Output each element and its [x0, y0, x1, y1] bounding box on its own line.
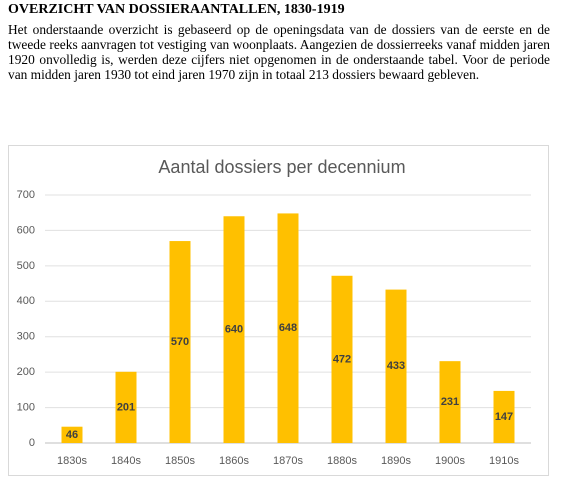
y-tick-label: 600 — [17, 224, 35, 236]
bar — [493, 390, 515, 443]
bar — [223, 216, 245, 443]
doc-paragraph: Het onderstaande overzicht is gebaseerd … — [8, 22, 550, 82]
bar — [385, 289, 407, 443]
bar — [115, 371, 137, 443]
bar — [439, 361, 461, 443]
x-tick-label: 1910s — [489, 455, 519, 467]
value-label: 147 — [495, 411, 513, 423]
bar — [277, 213, 299, 443]
x-tick-label: 1900s — [435, 455, 465, 467]
y-tick-label: 0 — [29, 437, 35, 449]
value-label: 46 — [66, 429, 78, 441]
bar — [169, 241, 191, 443]
bar — [331, 275, 353, 443]
x-tick-label: 1860s — [219, 455, 249, 467]
x-tick-label: 1850s — [165, 455, 195, 467]
value-label: 231 — [441, 396, 459, 408]
document: OVERZICHT VAN DOSSIERAANTALLEN, 1830-191… — [8, 2, 550, 82]
y-tick-label: 400 — [17, 295, 35, 307]
bar — [61, 426, 83, 443]
x-tick-label: 1840s — [111, 455, 141, 467]
y-tick-label: 500 — [17, 260, 35, 272]
y-tick-label: 300 — [17, 331, 35, 343]
doc-title: OVERZICHT VAN DOSSIERAANTALLEN, 1830-191… — [8, 2, 345, 17]
y-tick-label: 200 — [17, 366, 35, 378]
value-label: 570 — [171, 336, 189, 348]
x-tick-label: 1870s — [273, 455, 303, 467]
chart-title: Aantal dossiers per decennium — [158, 157, 405, 177]
y-tick-label: 700 — [17, 189, 35, 201]
y-tick-label: 100 — [17, 401, 35, 413]
value-label: 433 — [387, 360, 405, 372]
value-label: 640 — [225, 324, 243, 336]
x-tick-label: 1890s — [381, 455, 411, 467]
x-tick-label: 1830s — [57, 455, 87, 467]
value-label: 472 — [333, 353, 351, 365]
x-tick-label: 1880s — [327, 455, 357, 467]
value-label: 201 — [117, 401, 135, 413]
value-label: 648 — [279, 322, 297, 334]
